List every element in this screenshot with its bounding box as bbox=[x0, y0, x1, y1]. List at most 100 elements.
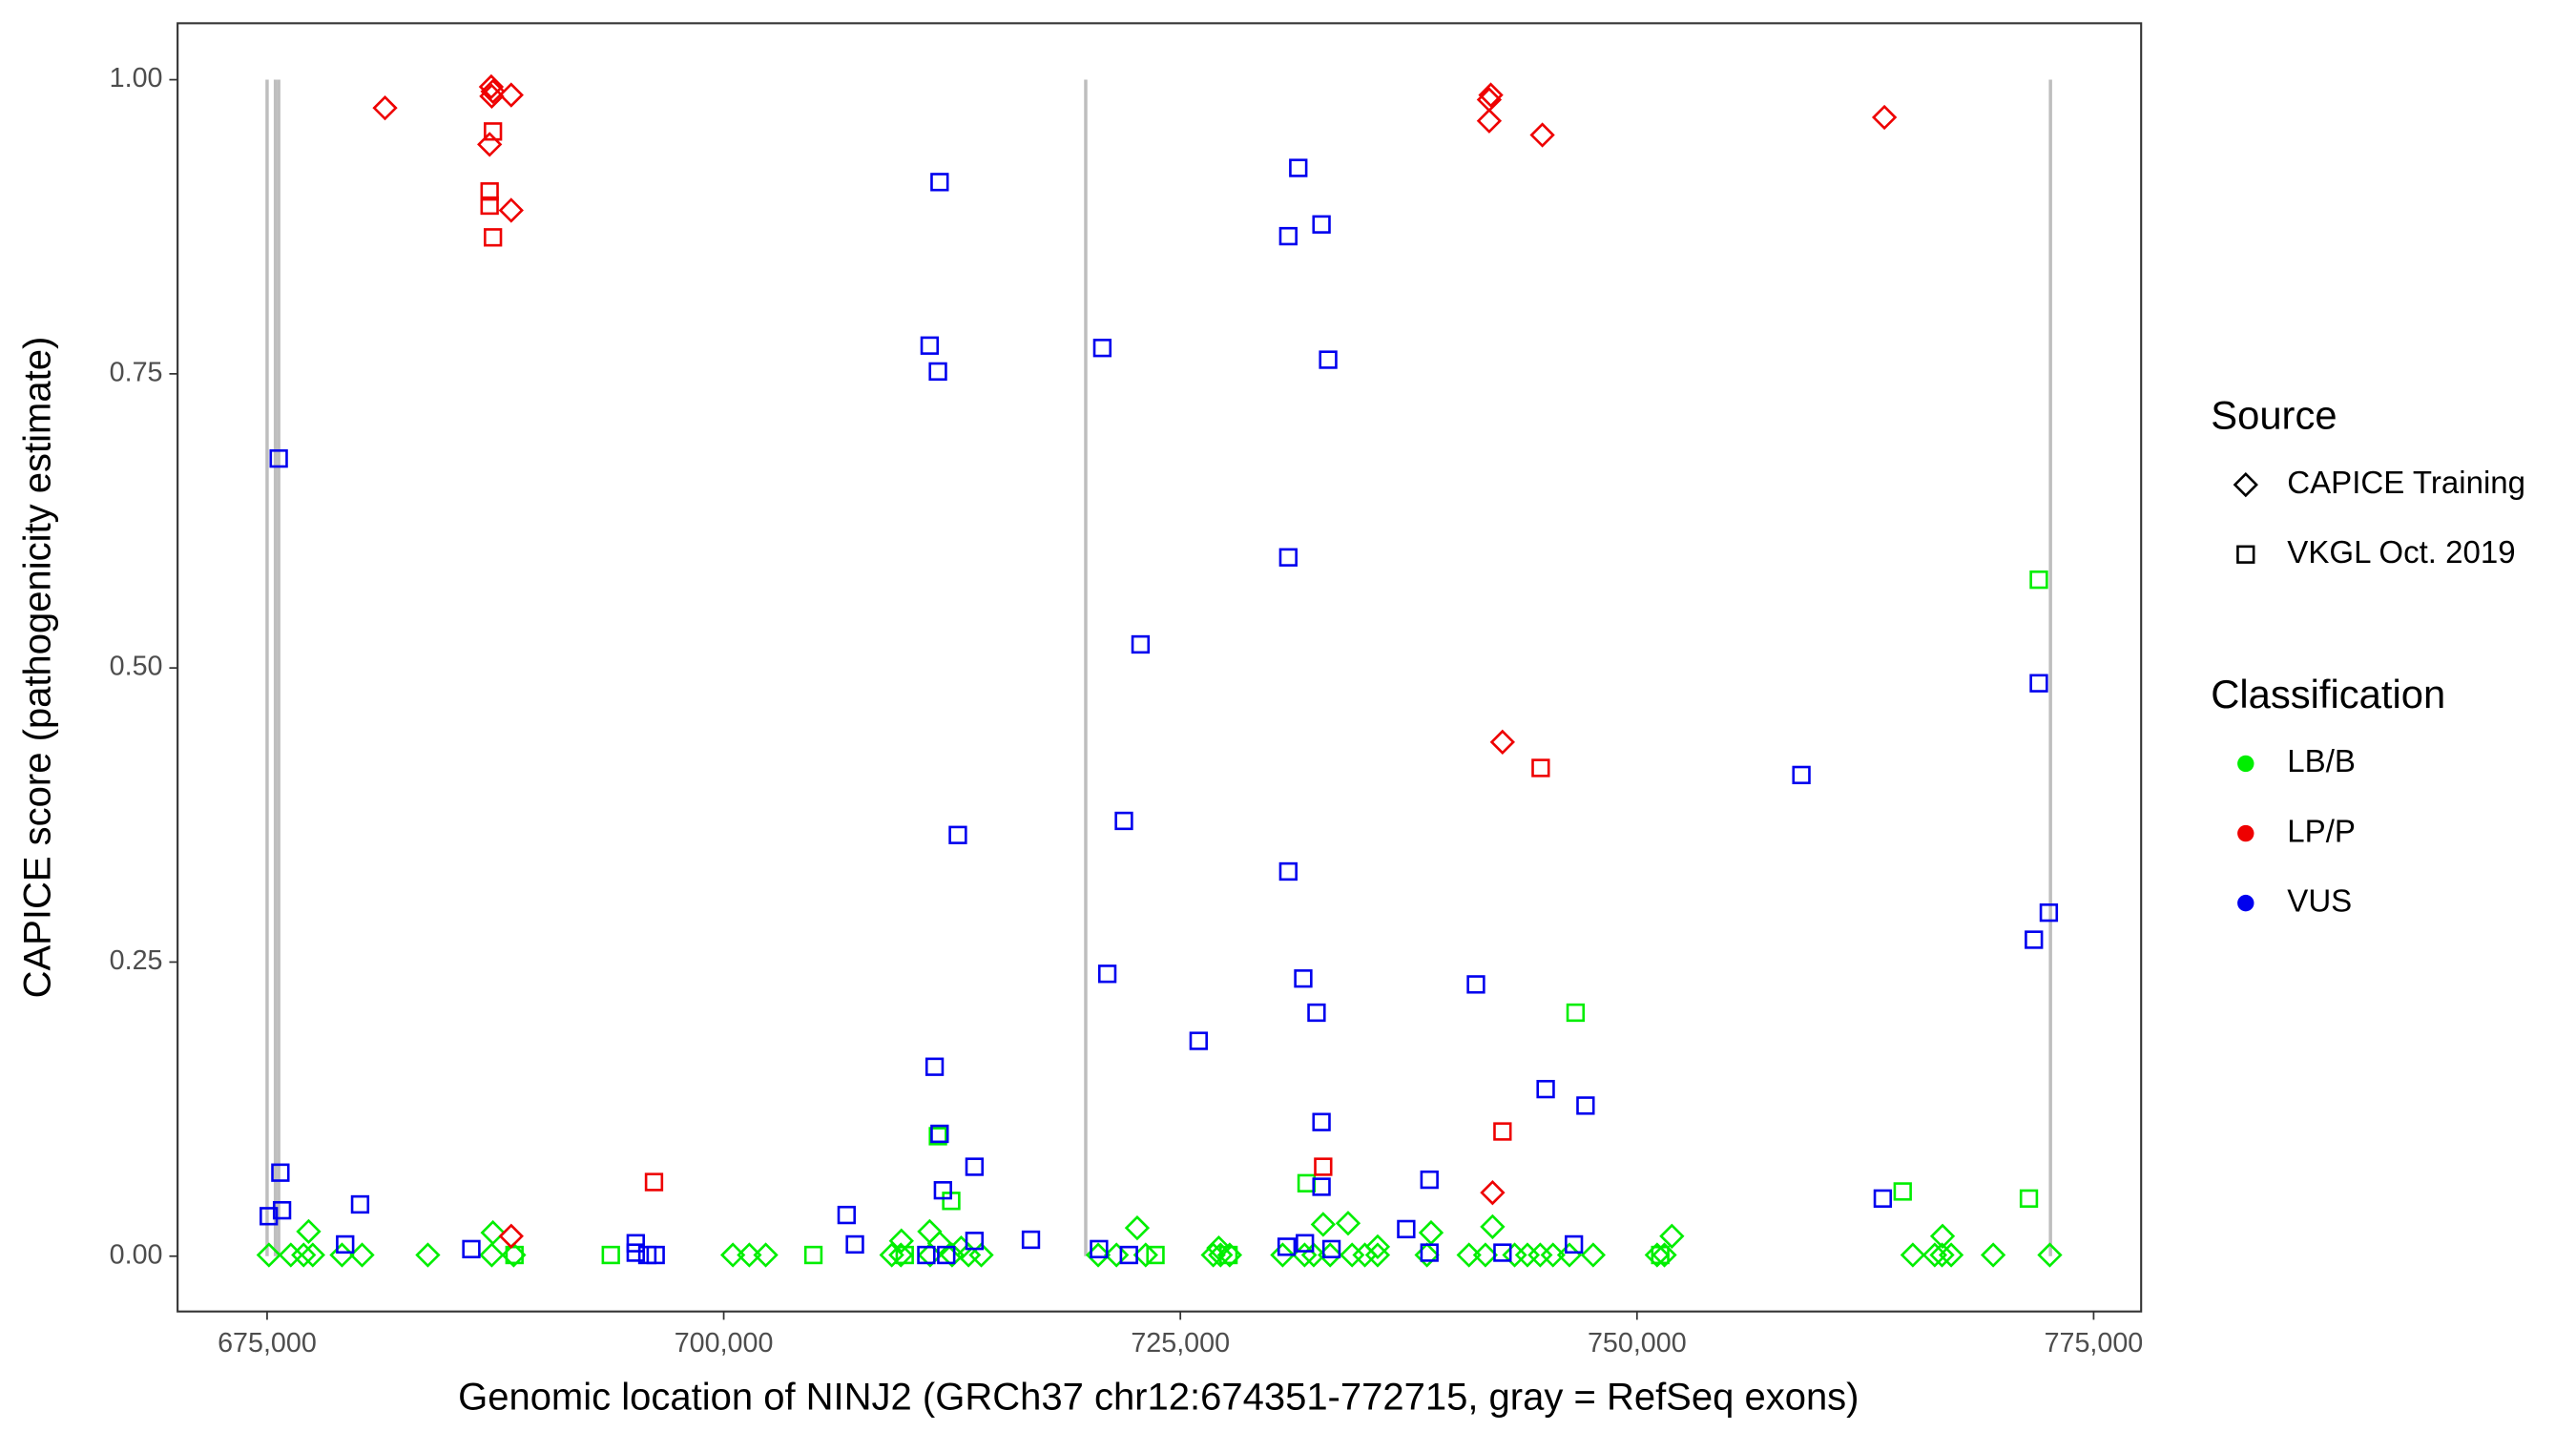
point bbox=[1397, 1219, 1416, 1239]
point bbox=[415, 1242, 441, 1268]
point bbox=[296, 1218, 322, 1245]
point bbox=[837, 1205, 857, 1225]
point bbox=[498, 82, 524, 108]
point bbox=[1536, 1079, 1555, 1099]
point bbox=[1146, 1245, 1165, 1265]
point bbox=[753, 1242, 779, 1268]
point bbox=[271, 1163, 290, 1182]
point bbox=[478, 73, 505, 100]
y-tick-label: 0.00 bbox=[110, 1239, 163, 1270]
point bbox=[1278, 226, 1298, 246]
x-tick-label: 675,000 bbox=[218, 1328, 317, 1358]
point bbox=[1476, 108, 1503, 134]
point bbox=[1321, 1239, 1341, 1259]
point bbox=[1531, 758, 1550, 778]
point bbox=[1335, 1211, 1361, 1236]
point bbox=[1651, 1245, 1670, 1265]
point bbox=[1312, 1112, 1331, 1131]
point bbox=[498, 197, 524, 223]
point bbox=[1873, 1189, 1893, 1208]
point bbox=[1871, 104, 1898, 131]
point bbox=[644, 1172, 664, 1192]
point bbox=[272, 1200, 292, 1220]
point bbox=[1565, 1234, 1584, 1255]
legend-marker bbox=[2237, 824, 2254, 842]
point bbox=[1119, 1245, 1138, 1265]
point bbox=[1414, 1242, 1440, 1268]
point bbox=[928, 362, 947, 382]
point bbox=[1270, 1242, 1296, 1268]
point bbox=[1929, 1242, 1955, 1268]
point bbox=[462, 1239, 481, 1259]
point bbox=[1466, 975, 1485, 994]
point bbox=[372, 94, 398, 121]
y-tick-label: 0.75 bbox=[110, 357, 163, 387]
point bbox=[300, 1242, 325, 1268]
x-axis-title: Genomic location of NINJ2 (GRCh37 chr12:… bbox=[458, 1376, 1859, 1418]
point bbox=[1493, 1122, 1512, 1141]
legend-label: CAPICE Training bbox=[2287, 466, 2525, 501]
point bbox=[1296, 1234, 1315, 1253]
legend-label: LB/B bbox=[2287, 744, 2356, 779]
point bbox=[1189, 1031, 1208, 1050]
point bbox=[1131, 634, 1151, 654]
point bbox=[1310, 1212, 1337, 1237]
legend-label: VKGL Oct. 2019 bbox=[2287, 535, 2515, 570]
point bbox=[1489, 729, 1515, 756]
point bbox=[920, 336, 940, 355]
point bbox=[937, 1245, 956, 1265]
point bbox=[1659, 1223, 1685, 1249]
point bbox=[269, 448, 288, 468]
legend-marker bbox=[2237, 755, 2254, 773]
point bbox=[879, 1242, 904, 1268]
point bbox=[1893, 1182, 1912, 1201]
point bbox=[256, 1242, 282, 1268]
point bbox=[926, 1231, 952, 1256]
point bbox=[1566, 1003, 1586, 1023]
point bbox=[1493, 1243, 1512, 1262]
plot-border bbox=[177, 22, 2143, 1313]
point bbox=[626, 1243, 645, 1262]
point bbox=[939, 1242, 966, 1268]
point bbox=[479, 83, 505, 109]
point bbox=[1576, 1096, 1595, 1115]
point bbox=[1090, 1239, 1109, 1259]
point bbox=[888, 1242, 914, 1268]
point bbox=[1104, 1242, 1130, 1268]
point bbox=[1124, 1214, 1151, 1241]
point bbox=[1529, 122, 1555, 148]
legend-title: Classification bbox=[2211, 672, 2445, 716]
point bbox=[845, 1234, 864, 1255]
point bbox=[480, 1219, 506, 1246]
point bbox=[626, 1234, 645, 1253]
point bbox=[1132, 1242, 1158, 1268]
point bbox=[1278, 861, 1298, 881]
point bbox=[498, 1223, 524, 1249]
legend-marker bbox=[2237, 894, 2254, 912]
point bbox=[1420, 1170, 1439, 1190]
point bbox=[480, 196, 499, 216]
point bbox=[924, 1057, 945, 1076]
point bbox=[260, 1207, 279, 1226]
point bbox=[1206, 1234, 1232, 1261]
point bbox=[479, 1242, 505, 1268]
legend-label: VUS bbox=[2287, 883, 2352, 919]
point bbox=[1312, 215, 1331, 234]
y-tick-label: 0.50 bbox=[110, 652, 163, 682]
point bbox=[930, 173, 949, 192]
point bbox=[2037, 1242, 2063, 1268]
point bbox=[2039, 902, 2059, 923]
point bbox=[1092, 339, 1112, 358]
point bbox=[484, 122, 503, 141]
point bbox=[1307, 1003, 1326, 1023]
point bbox=[933, 1181, 952, 1200]
point bbox=[336, 1234, 355, 1255]
point bbox=[948, 825, 967, 844]
point bbox=[1792, 765, 1811, 785]
point bbox=[2025, 930, 2044, 949]
point bbox=[1312, 1177, 1331, 1196]
legend-title: Source bbox=[2211, 393, 2337, 438]
point bbox=[1420, 1243, 1439, 1262]
